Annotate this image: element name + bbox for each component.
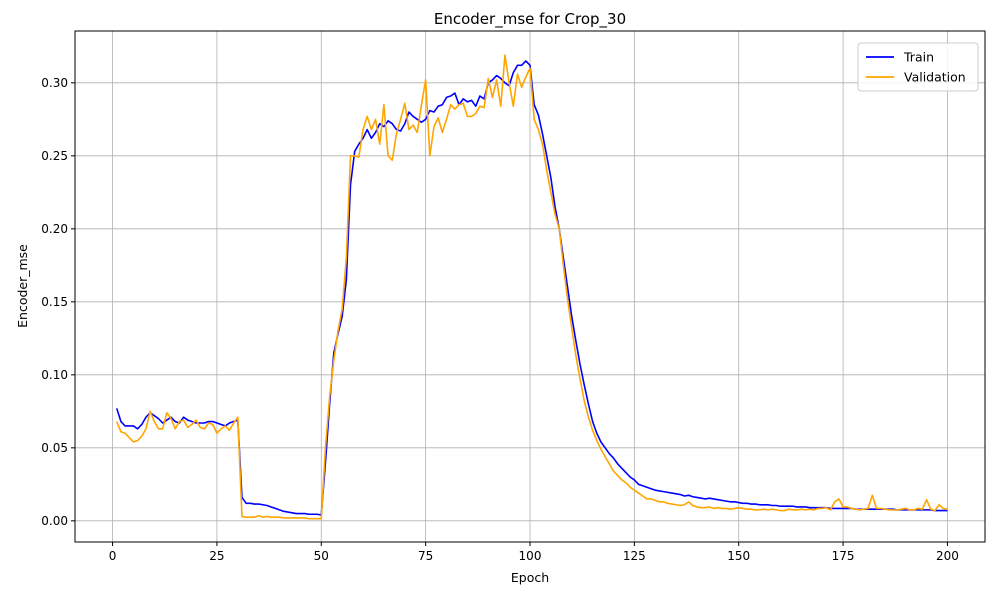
x-tick-label: 50 — [314, 549, 329, 563]
x-tick-label: 25 — [209, 549, 224, 563]
series-line-validation — [115, 54, 948, 520]
y-tick-label: 0.15 — [41, 295, 68, 309]
y-tick-label: 0.10 — [41, 368, 68, 382]
y-axis-label: Encoder_mse — [15, 244, 30, 328]
grid — [75, 31, 985, 542]
x-tick-label: 150 — [727, 549, 750, 563]
y-tick-label: 0.05 — [41, 441, 68, 455]
x-tick-label: 125 — [623, 549, 646, 563]
x-tick-label: 200 — [936, 549, 959, 563]
legend-label-train: Train — [903, 50, 934, 65]
y-tick-label: 0.30 — [41, 76, 68, 90]
series-layer — [115, 54, 948, 520]
x-tick-label: 100 — [519, 549, 542, 563]
y-tick-label: 0.25 — [41, 149, 68, 163]
x-tick-label: 175 — [832, 549, 855, 563]
legend-box — [857, 42, 979, 92]
ticks: 0 25 50 75 100 125 150 175 200 0.00 0.05 0.10 0.15 0.… — [41, 76, 959, 563]
legend: Train Validation — [857, 42, 979, 92]
y-tick-label: 0.00 — [41, 514, 68, 528]
x-tick-label: 75 — [418, 549, 433, 563]
x-axis-label: Epoch — [511, 570, 549, 585]
x-tick-label: 0 — [109, 549, 117, 563]
y-tick-label: 0.20 — [41, 222, 68, 236]
legend-label-validation: Validation — [904, 70, 966, 85]
chart-title: Encoder_mse for Crop_30 — [434, 10, 626, 29]
